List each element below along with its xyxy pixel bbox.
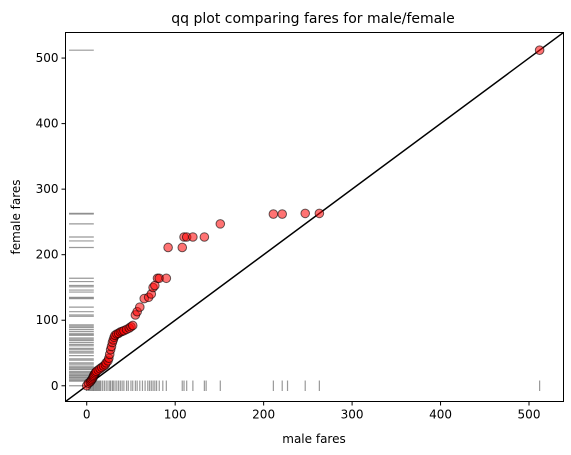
qq-point (314, 208, 325, 219)
reference-line (65, 32, 564, 402)
x-tick-label: 0 (83, 408, 91, 422)
qq-point (199, 232, 210, 242)
x-tick-label: 500 (518, 408, 541, 422)
qq-point (188, 232, 198, 242)
y-tick-label: 200 (36, 248, 59, 262)
y-tick-label: 500 (36, 51, 59, 65)
y-tick-label: 100 (36, 313, 59, 327)
qq-point (534, 45, 545, 55)
qq-point (177, 242, 188, 253)
plot-frame (65, 32, 564, 402)
x-tick-label: 100 (164, 408, 187, 422)
qq-point (268, 209, 279, 219)
x-tick-label: 300 (341, 408, 364, 422)
qq-point (277, 209, 288, 219)
x-tick-label: 200 (252, 408, 275, 422)
x-axis-label: male fares (282, 432, 345, 446)
qq-point (135, 302, 145, 312)
qq-point (163, 242, 173, 253)
qq-point (127, 320, 138, 331)
y-axis-label: female fares (9, 179, 23, 254)
qq-point (215, 219, 226, 229)
x-tick-label: 400 (429, 408, 452, 422)
qq-point (300, 208, 311, 219)
y-tick-label: 0 (51, 379, 59, 393)
y-tick-label: 400 (36, 117, 59, 131)
y-tick-label: 300 (36, 182, 59, 196)
qq-point (161, 273, 172, 284)
chart-title: qq plot comparing fares for male/female (171, 11, 454, 27)
